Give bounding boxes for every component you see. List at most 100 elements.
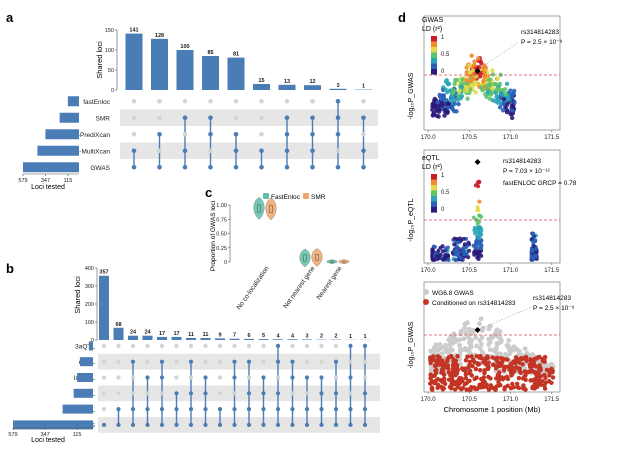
d-mid-snp-point (475, 241, 480, 246)
c-violin-fastenloc (299, 248, 311, 268)
d-bot-gwas-point (524, 350, 530, 356)
d-mid-snp-point (455, 237, 460, 242)
d-bot-conditioned-point (476, 385, 481, 390)
b-matrix-dot (290, 359, 295, 364)
a-set-size-bar (23, 162, 79, 173)
d-mid-lead-snp (474, 159, 481, 165)
b-bar-label: 24 (130, 330, 137, 336)
d-mid-snp-point (476, 184, 481, 189)
d-bot-conditioned-point (473, 366, 479, 372)
d-top-snp-point (453, 77, 458, 83)
a-bar (176, 50, 194, 90)
d-bot-conditioned-point (461, 367, 466, 373)
d-bot-conditioned-point (536, 355, 541, 360)
d-bot-conditioned-point (517, 360, 522, 365)
d-top-snp-point (482, 74, 487, 79)
d-bot-gwas-point (487, 347, 493, 353)
d-top-snp-point (484, 83, 490, 89)
b-matrix-dot (101, 343, 107, 348)
d-mid-colorbar-label: 1 (441, 173, 445, 179)
a-bar (227, 57, 245, 90)
d-top-snp-point (454, 109, 459, 114)
b-bar (200, 338, 211, 340)
a-bar (253, 84, 270, 90)
b-bar (186, 338, 196, 340)
b-matrix-dot (333, 359, 339, 364)
a-set-tick-label: 579 (18, 178, 27, 184)
d-bot-conditioned-point (481, 380, 487, 385)
d-top-snp-point (504, 102, 510, 107)
d-top-snp-point (431, 101, 436, 106)
d-mid-ylabel: -log₁₀P_eQTL (408, 198, 415, 241)
d-top-snp-point (460, 77, 465, 82)
b-matrix-dot (333, 407, 339, 412)
d-top-snp-point (442, 107, 448, 112)
a-matrix-dot (310, 115, 315, 121)
d-bot-gwas-point (466, 326, 472, 332)
b-matrix-dot (145, 343, 150, 348)
b-matrix-dot (188, 422, 194, 427)
d-bot-conditioned-point (509, 361, 514, 366)
c-category-label: No co-localization (235, 265, 270, 311)
d-mid-snp-point (476, 207, 481, 212)
d-bot-gwas-point (458, 331, 464, 337)
d-top-snp-point (459, 81, 464, 86)
d-bot-gwas-point (468, 330, 474, 336)
d-mid-snp-point (471, 215, 476, 220)
a-matrix-dot (284, 98, 290, 104)
b-matrix-dot (145, 359, 150, 364)
d-mid-snp-point (475, 229, 480, 234)
d-mid-snp-point (533, 238, 538, 243)
d-mid-snp-point (431, 257, 436, 262)
b-matrix-dot (319, 343, 324, 348)
b-matrix-dot (333, 422, 339, 427)
c-violin-fastenloc-box (330, 260, 334, 263)
b-bar-label: 1 (363, 334, 366, 340)
b-matrix-dot (174, 407, 179, 412)
b-matrix-dot (203, 391, 208, 396)
d-bot-conditioned-point (511, 385, 516, 390)
a-matrix-dot (182, 98, 188, 104)
b-bar (113, 327, 124, 340)
d-bot-conditioned-point (543, 380, 548, 385)
b-matrix-dot (232, 375, 237, 380)
d-bot-conditioned-point (524, 358, 529, 363)
d-bot-snp: rs314814283 (533, 295, 571, 302)
a-matrix-dot (361, 164, 366, 170)
c-violin-fastenloc-box (303, 254, 307, 262)
d-bot-gwas-point (503, 352, 508, 357)
d-top-snp-point (508, 111, 513, 117)
d-top-snp-point (504, 81, 510, 87)
d-top-snp-point (437, 92, 442, 98)
b-matrix-dot (130, 407, 136, 412)
d-mid-snp-point (478, 232, 483, 237)
b-matrix-dot (101, 422, 107, 427)
d-bot-conditioned-point (530, 385, 535, 391)
d-top-snp-point (476, 56, 481, 61)
d-bot-conditioned-point (504, 374, 510, 380)
d-bot-conditioned-point (446, 355, 452, 360)
d-top-snp-point (492, 82, 497, 87)
a-matrix-dot (131, 131, 137, 137)
d-top-snp-point (495, 76, 500, 81)
a-matrix-dot (131, 164, 137, 170)
d-bot-conditioned-point (474, 375, 479, 380)
d-bot-conditioned-point (431, 354, 436, 359)
a-ytick-label: 150 (105, 28, 114, 34)
d-bot-gwas-point (493, 328, 499, 334)
b-matrix-dot (348, 391, 353, 396)
a-set-tick-label: 115 (63, 178, 72, 184)
b-row-band (98, 353, 380, 370)
d-top-snp-point (456, 101, 461, 107)
d-top-legend-title: GWAS (422, 17, 443, 24)
d-top-snp-point (469, 53, 474, 58)
d-bot-conditioned-point (528, 378, 533, 383)
b-matrix-dot (275, 343, 281, 348)
a-matrix-dot (335, 164, 341, 170)
d-mid-snp-point (479, 228, 484, 233)
d-bot-gwas-point (477, 321, 482, 327)
d-bot-conditioned-point (453, 371, 458, 376)
a-matrix-dot (284, 148, 290, 154)
d-bottom-frame (423, 281, 561, 393)
c-violin-smr-box (269, 204, 273, 214)
